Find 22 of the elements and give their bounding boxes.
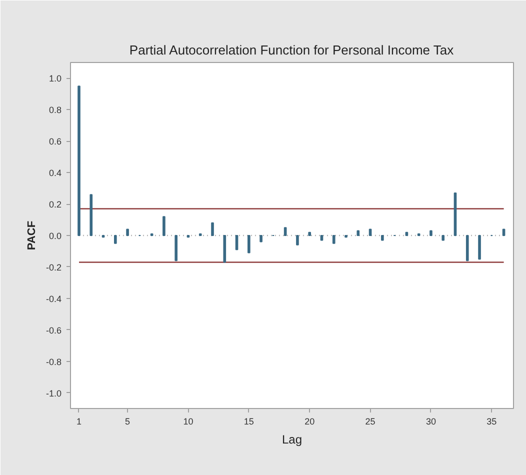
x-tick-label: 15 — [244, 416, 254, 426]
y-tick-label: -0.8 — [46, 356, 62, 367]
y-tick-label: -0.2 — [46, 262, 62, 272]
y-tick-label: 0.2 — [48, 200, 62, 210]
x-tick-label: 1 — [76, 416, 82, 426]
y-tick-label: 0.0 — [48, 231, 62, 241]
y-tick-label: 0.8 — [48, 105, 62, 116]
y-tick-label: -0.4 — [46, 294, 62, 304]
x-tick-label: 30 — [426, 416, 436, 426]
x-tick-label: 35 — [486, 416, 497, 426]
x-axis-title: Lag — [282, 432, 302, 446]
x-tick-label: 5 — [125, 416, 130, 426]
y-axis-title: PACF — [26, 220, 38, 250]
y-tick-label: -0.6 — [46, 325, 62, 336]
x-tick-label: 25 — [365, 416, 376, 426]
y-tick-label: -1.0 — [46, 388, 62, 398]
y-tick-label: 0.6 — [48, 136, 62, 147]
x-tick-label: 10 — [183, 416, 194, 426]
y-tick-label: 0.4 — [48, 168, 62, 178]
y-tick-label: 1.0 — [48, 74, 62, 84]
chart-title: Partial Autocorrelation Function for Personal Income Tax — [129, 42, 454, 58]
x-tick-label: 20 — [304, 416, 315, 426]
